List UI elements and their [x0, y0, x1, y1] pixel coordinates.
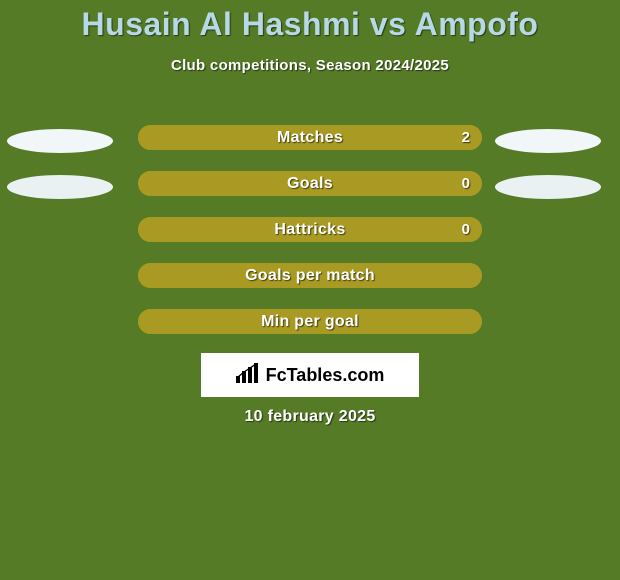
stat-row: Matches2 — [0, 125, 620, 171]
stat-label: Hattricks — [138, 217, 482, 242]
stat-row: Min per goal — [0, 309, 620, 355]
stat-row: Goals per match — [0, 263, 620, 309]
stat-value: 2 — [462, 125, 470, 150]
comparison-card: Husain Al Hashmi vs Ampofo Club competit… — [0, 0, 620, 580]
footer-date: 10 february 2025 — [0, 408, 620, 426]
logo-text: FcTables.com — [266, 365, 385, 386]
stat-label: Matches — [138, 125, 482, 150]
stats-block: Matches2Goals0Hattricks0Goals per matchM… — [0, 125, 620, 355]
page-subtitle: Club competitions, Season 2024/2025 — [0, 57, 620, 74]
stat-label: Goals per match — [138, 263, 482, 288]
chart-bars-icon — [236, 363, 260, 388]
player-left-marker — [7, 129, 113, 153]
stat-row: Goals0 — [0, 171, 620, 217]
stat-row: Hattricks0 — [0, 217, 620, 263]
stat-bar: Goals0 — [138, 171, 482, 196]
stat-bar: Matches2 — [138, 125, 482, 150]
stat-label: Goals — [138, 171, 482, 196]
stat-bar: Min per goal — [138, 309, 482, 334]
player-left-marker — [7, 175, 113, 199]
logo-box: FcTables.com — [201, 353, 419, 397]
player-right-marker — [495, 129, 601, 153]
stat-label: Min per goal — [138, 309, 482, 334]
stat-value: 0 — [462, 171, 470, 196]
stat-value: 0 — [462, 217, 470, 242]
page-title: Husain Al Hashmi vs Ampofo — [0, 0, 620, 43]
stat-bar: Hattricks0 — [138, 217, 482, 242]
stat-bar: Goals per match — [138, 263, 482, 288]
player-right-marker — [495, 175, 601, 199]
